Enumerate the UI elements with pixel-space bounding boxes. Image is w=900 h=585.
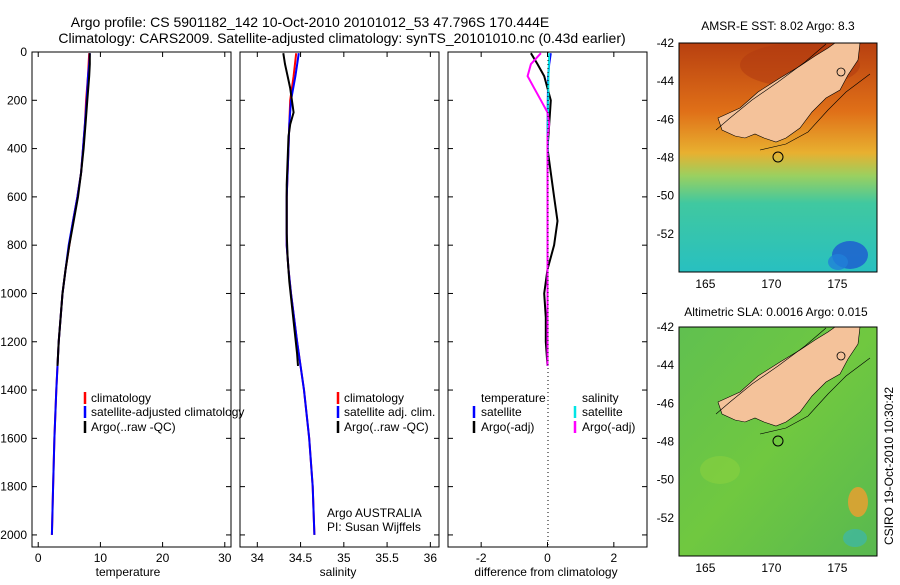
x-tick-label: 0 (544, 551, 551, 565)
y-tick-label: 800 (7, 238, 27, 252)
sla-coastline-contour (715, 327, 871, 435)
header-line-1: Argo profile: CS 5901182_142 10-Oct-2010… (71, 14, 549, 30)
y-tick-label: 1200 (0, 335, 27, 349)
sst-contour-circle (836, 67, 846, 77)
x-tick-label: 20 (156, 551, 170, 565)
map-y-tick-label: -42 (657, 320, 675, 334)
float-program: Argo AUSTRALIA (327, 506, 422, 520)
sst-map-frame (678, 42, 878, 273)
series-line-temperature-argo-adj- (530, 52, 559, 366)
map-y-tick-label: -44 (657, 74, 675, 88)
sla-contour-circle (836, 351, 846, 361)
sst-landmass (717, 42, 861, 143)
y-tick-label: 600 (7, 190, 27, 204)
legend-label-satellite: satellite-adjusted climatology (91, 405, 244, 419)
map-y-tick-label: -52 (657, 511, 675, 525)
salinity-xlabel: salinity (320, 565, 357, 579)
difference-xlabel: difference from climatology (474, 565, 617, 579)
x-tick-label: 0 (35, 551, 42, 565)
map-y-tick-label: -50 (657, 189, 675, 203)
sla-argo-location-marker (772, 435, 784, 447)
difference-legend: temperature satellite Argo(-adj) salinit… (472, 391, 635, 434)
x-tick-label: 35.5 (375, 551, 399, 565)
legend-label-satellite: satellite adj. clim. (344, 405, 435, 419)
y-tick-label: 1000 (0, 286, 27, 300)
x-tick-label: 10 (94, 551, 108, 565)
legend-label-sal-argo: Argo(-adj) (582, 420, 635, 434)
temperature-axes (31, 51, 232, 548)
x-tick-label: 2 (610, 551, 617, 565)
y-tick-label: 200 (7, 93, 27, 107)
legend-label-argo: Argo(..raw -QC) (91, 420, 176, 434)
legend-label-climatology: climatology (91, 391, 151, 405)
sla-map-title: Altimetric SLA: 0.0016 Argo: 0.015 (684, 305, 868, 319)
map-x-tick-label: 170 (761, 277, 781, 291)
map-y-tick-label: -48 (657, 435, 675, 449)
x-tick-label: 34.5 (289, 551, 313, 565)
map-y-tick-label: -52 (657, 227, 675, 241)
sla-high-patch (848, 487, 868, 517)
legend-label-temp-argo: Argo(-adj) (481, 420, 534, 434)
map-x-tick-label: 165 (695, 561, 715, 575)
salinity-axes (239, 51, 440, 548)
sst-map-title: AMSR-E SST: 8.02 Argo: 8.3 (701, 19, 855, 33)
x-tick-label: 34 (251, 551, 265, 565)
temperature-xlabel: temperature (96, 565, 161, 579)
map-y-tick-label: -44 (657, 358, 675, 372)
map-x-tick-label: 165 (695, 277, 715, 291)
y-tick-label: 1600 (0, 431, 27, 445)
temperature-legend: climatology satellite-adjusted climatolo… (83, 391, 244, 434)
sla-patch (700, 456, 740, 484)
x-tick-label: 30 (218, 551, 232, 565)
y-tick-label: 2000 (0, 528, 27, 542)
sst-argo-location-marker (772, 151, 784, 163)
legend-label-temp-satellite: satellite (481, 405, 522, 419)
credit-timestamp: CSIRO 19-Oct-2010 10:30:42 (882, 387, 896, 545)
y-tick-label: 400 (7, 142, 27, 156)
sla-map: Altimetric SLA: 0.0016 Argo: 0.015 (678, 305, 878, 557)
map-x-tick-label: 170 (761, 561, 781, 575)
float-pi: PI: Susan Wijffels (327, 520, 421, 534)
legend-heading-temperature: temperature (481, 391, 546, 405)
x-tick-label: 35 (337, 551, 351, 565)
sla-low-patch (843, 529, 867, 547)
map-y-tick-label: -50 (657, 473, 675, 487)
y-tick-label: 1800 (0, 480, 27, 494)
map-y-tick-label: -46 (657, 396, 675, 410)
y-tick-label: 1400 (0, 383, 27, 397)
map-x-tick-label: 175 (827, 561, 847, 575)
sst-map: AMSR-E SST: 8.02 Argo: 8.3 (678, 19, 878, 273)
sst-coastline-contour (715, 43, 871, 151)
legend-label-argo: Argo(..raw -QC) (344, 420, 429, 434)
sla-landmass (717, 326, 861, 427)
map-y-tick-label: -48 (657, 151, 675, 165)
legend-heading-salinity: salinity (582, 391, 619, 405)
y-tick-label: 0 (20, 45, 27, 59)
salinity-legend: climatology satellite adj. clim. Argo(..… (327, 391, 435, 534)
map-y-tick-label: -42 (657, 36, 675, 50)
header-line-2: Climatology: CARS2009. Satellite-adjuste… (58, 30, 625, 46)
x-tick-label: 36 (424, 551, 438, 565)
legend-label-sal-satellite: satellite (582, 405, 623, 419)
map-x-tick-label: 175 (827, 277, 847, 291)
x-tick-label: -2 (476, 551, 487, 565)
map-y-tick-label: -46 (657, 112, 675, 126)
sla-map-field (679, 327, 877, 556)
series-line-argo-raw-qc- (282, 53, 299, 366)
series-line-argo-raw-qc- (56, 53, 91, 366)
sst-cool-patch (828, 254, 848, 270)
legend-label-climatology: climatology (344, 391, 404, 405)
sla-map-frame (678, 326, 878, 557)
